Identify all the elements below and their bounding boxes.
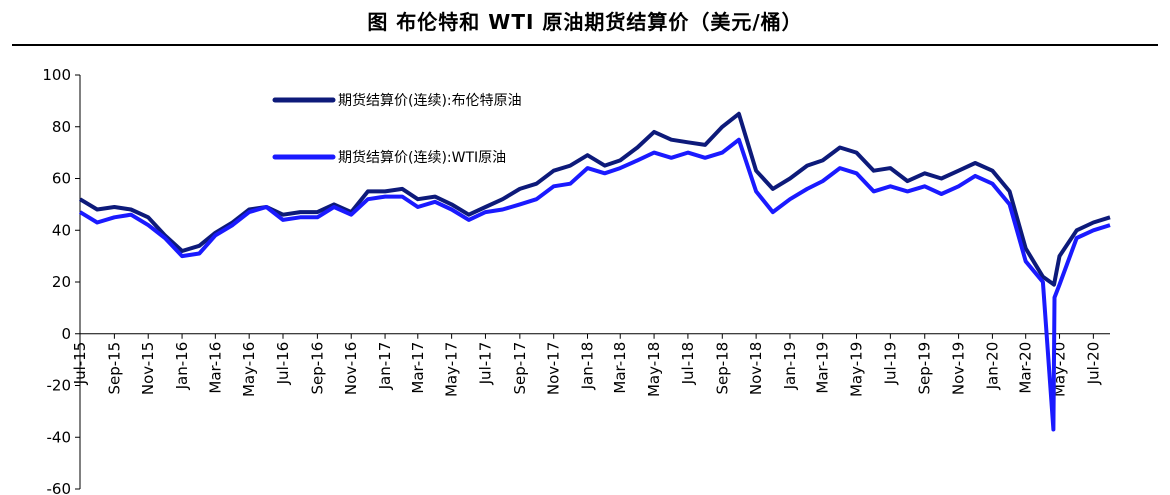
x-tick-label: Sep-16 [308,342,326,395]
x-tick-label: Jul-19 [881,342,899,386]
x-tick-label: May-19 [848,342,866,397]
chart-title: 图 布伦特和 WTI 原油期货结算价（美元/桶） [367,10,803,34]
y-axis-ticks: 100 80 60 40 20 0 -20 -40 -60 [42,66,80,495]
x-tick-label: Mar-16 [206,342,224,394]
legend-label-brent: 期货结算价(连续):布伦特原油 [338,92,522,109]
x-tick-label: Mar-20 [1017,342,1035,394]
x-tick-label: Mar-19 [814,342,832,394]
y-tick-label: -20 [47,377,72,395]
x-tick-label: Jan-19 [781,342,799,391]
y-tick-label: 40 [52,221,71,239]
x-tick-label: Jan-18 [579,342,597,391]
x-tick-label: Mar-18 [611,342,629,394]
x-tick-label: Jul-18 [679,342,697,386]
series-lines [78,111,1111,432]
x-axis-ticks: Jul-15 Sep-15 Nov-15 Jan-16 Mar-16 May-16 Jul-… [71,333,1102,397]
x-tick-label: Sep-15 [105,342,123,395]
series-line-wti [78,137,1111,432]
x-tick-label: Mar-17 [409,342,427,394]
series-line-brent [78,111,1111,287]
x-tick-label: Nov-18 [747,342,765,395]
axes [79,75,1110,489]
x-tick-label: Nov-15 [139,342,157,395]
title-rule [12,44,1158,46]
x-tick-label: Nov-19 [950,342,968,395]
x-tick-label: Nov-17 [545,342,563,395]
x-tick-label: Jul-20 [1084,342,1102,386]
y-tick-label: -40 [47,428,72,446]
x-tick-label: Jul-15 [71,342,89,386]
y-tick-label: 0 [61,325,71,343]
x-tick-label: Jan-17 [376,342,394,391]
y-tick-label: 60 [52,170,71,188]
x-tick-label: May-16 [240,342,258,397]
x-tick-label: Jul-17 [476,342,494,386]
y-tick-label: 20 [52,273,71,291]
x-tick-label: Jan-16 [173,342,191,391]
y-tick-label: 100 [42,66,71,84]
x-tick-label: Nov-16 [342,342,360,395]
y-tick-label: -60 [47,480,72,495]
y-tick-label: 80 [52,118,71,136]
x-tick-label: Jan-20 [983,342,1001,391]
legend-label-wti: 期货结算价(连续):WTI原油 [338,149,506,166]
x-tick-label: Sep-17 [511,342,529,395]
x-tick-label: Sep-19 [916,342,934,395]
x-tick-label: Sep-18 [713,342,731,395]
x-tick-label: May-17 [443,342,461,397]
x-tick-label: Jul-16 [274,342,292,386]
x-tick-label: May-18 [645,342,663,397]
